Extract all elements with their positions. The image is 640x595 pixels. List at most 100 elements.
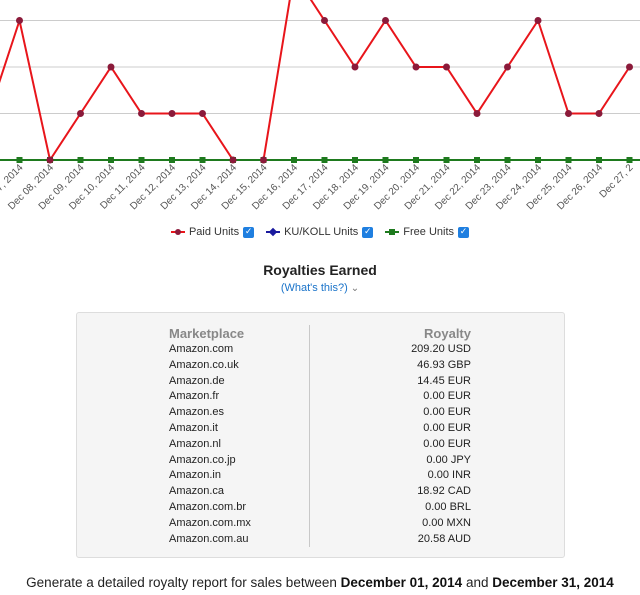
point-paid-units: [595, 110, 603, 117]
report-prefix: Generate a detailed royalty report for s…: [26, 575, 341, 590]
paid-units-line-icon: [170, 229, 185, 235]
marketplace-cell: Amazon.es: [169, 406, 225, 419]
point-free-units: [504, 157, 511, 163]
ku-units-checkbox[interactable]: ✓: [362, 226, 374, 238]
series-line-paid-units: [0, 0, 631, 163]
paid-units-checkbox[interactable]: ✓: [243, 226, 255, 238]
point-paid-units: [77, 110, 84, 117]
marketplace-cell: Amazon.co.jp: [169, 453, 236, 466]
report-end-date: December 31, 2014: [492, 575, 614, 590]
royalty-cell: 0.00 EUR: [423, 390, 471, 403]
point-paid-units: [138, 110, 145, 117]
point-free-units: [108, 157, 114, 163]
point-free-units: [77, 157, 84, 163]
point-paid-units: [321, 17, 328, 24]
point-paid-units: [229, 156, 237, 164]
legend-free-label: Free Units: [403, 226, 455, 238]
point-paid-units: [626, 63, 633, 71]
point-free-units: [199, 157, 206, 163]
point-free-units: [169, 157, 175, 163]
point-free-units: [443, 157, 450, 163]
royalties-title: Royalties Earned: [263, 262, 377, 278]
point-paid-units: [565, 110, 572, 117]
royalty-cell: 0.00 MXN: [422, 516, 471, 529]
table-row: Amazon.com.au 20.58 AUD: [77, 533, 564, 549]
free-units-checkbox[interactable]: ✓: [458, 226, 470, 238]
free-units-line-icon: [385, 229, 400, 235]
marketplace-cell: Amazon.fr: [169, 390, 220, 403]
point-paid-units: [199, 110, 206, 117]
legend-paid-units[interactable]: Paid Units ✓: [170, 226, 255, 238]
point-paid-units: [443, 63, 450, 71]
point-paid-units: [504, 63, 511, 71]
point-paid-units: [351, 63, 359, 71]
table-row: Amazon.in 0.00 INR: [77, 469, 564, 485]
marketplace-cell: Amazon.com: [169, 343, 234, 355]
point-free-units: [382, 157, 389, 163]
table-row: Amazon.com.br 0.00 BRL: [77, 501, 564, 517]
legend-ku-units[interactable]: KU/KOLL Units ✓: [266, 226, 374, 238]
table-row: Amazon.fr 0.00 EUR: [77, 390, 564, 406]
point-free-units: [138, 157, 145, 163]
royalties-table: Marketplace Royalty Amazon.com 209.20 USD…: [76, 312, 565, 558]
point-free-units: [535, 157, 541, 163]
royalty-cell: 209.20 USD: [411, 343, 471, 355]
point-paid-units: [260, 156, 267, 164]
point-free-units: [16, 157, 23, 163]
marketplace-cell: Amazon.it: [169, 421, 218, 434]
royalty-cell: 18.92 CAD: [417, 485, 471, 498]
report-start-date: December 01, 2014: [340, 575, 463, 590]
marketplace-cell: Amazon.com.br: [169, 500, 247, 513]
royalty-cell: 20.58 AUD: [417, 532, 471, 545]
royalty-cell: 0.00 EUR: [423, 421, 471, 434]
point-paid-units: [412, 63, 420, 71]
legend-free-units[interactable]: Free Units ✓: [385, 226, 470, 238]
marketplace-cell: Amazon.nl: [169, 437, 221, 450]
point-free-units: [474, 157, 480, 163]
marketplace-cell: Amazon.com.mx: [169, 516, 251, 529]
table-row: Amazon.nl 0.00 EUR: [77, 438, 564, 454]
point-free-units: [352, 157, 358, 163]
point-paid-units: [534, 17, 542, 24]
marketplace-cell: Amazon.in: [169, 469, 221, 482]
royalty-cell: 0.00 JPY: [426, 453, 471, 466]
marketplace-header: Marketplace: [169, 326, 245, 341]
point-free-units: [291, 157, 297, 163]
table-row: Amazon.ca 18.92 CAD: [77, 485, 564, 501]
legend-ku-label: KU/KOLL Units: [284, 226, 359, 238]
point-free-units: [413, 157, 419, 163]
royalty-cell: 0.00 EUR: [423, 437, 471, 450]
chevron-down-icon[interactable]: ⌄: [350, 283, 360, 294]
table-row: Amazon.it 0.00 EUR: [77, 422, 564, 438]
legend-paid-label: Paid Units: [188, 226, 240, 238]
report-description: Generate a detailed royalty report for s…: [0, 575, 640, 590]
whats-this-label[interactable]: (What's this?): [280, 282, 348, 294]
marketplace-cell: Amazon.de: [169, 374, 225, 387]
point-paid-units: [16, 17, 23, 24]
royalties-rows: Amazon.com 209.20 USD Amazon.co.uk 46.93 GB…: [77, 343, 564, 548]
royalty-cell: 46.93 GBP: [417, 358, 471, 371]
table-row: Amazon.com.mx 0.00 MXN: [77, 517, 564, 533]
whats-this-link[interactable]: (What's this?) ⌄: [0, 282, 640, 294]
point-paid-units: [473, 110, 481, 117]
point-free-units: [596, 157, 602, 163]
royalty-header: Royalty: [424, 326, 471, 341]
point-paid-units: [107, 63, 115, 71]
point-paid-units: [46, 156, 54, 164]
table-row: Amazon.com 209.20 USD: [77, 343, 564, 359]
report-connector: and: [462, 575, 493, 590]
table-row: Amazon.es 0.00 EUR: [77, 406, 564, 422]
x-tick-label: Dec 27, 2: [598, 162, 636, 200]
marketplace-cell: Amazon.ca: [169, 485, 225, 498]
marketplace-cell: Amazon.co.uk: [169, 358, 239, 371]
royalty-cell: 14.45 EUR: [417, 374, 471, 387]
table-row: Amazon.co.uk 46.93 GBP: [77, 359, 564, 375]
marketplace-cell: Amazon.com.au: [169, 532, 249, 545]
royalty-cell: 0.00 BRL: [425, 500, 471, 513]
royalty-cell: 0.00 EUR: [423, 406, 471, 419]
point-free-units: [626, 157, 633, 163]
point-paid-units: [382, 17, 389, 24]
table-row: Amazon.co.jp 0.00 JPY: [77, 454, 564, 470]
